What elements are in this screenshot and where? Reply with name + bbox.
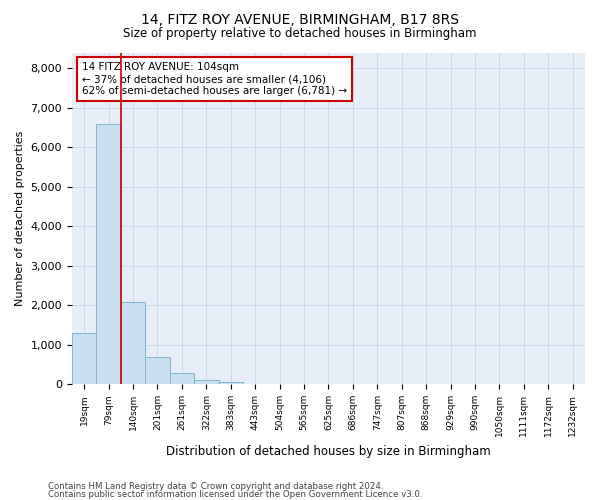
Bar [170, 373, 194, 384]
X-axis label: Distribution of detached houses by size in Birmingham: Distribution of detached houses by size … [166, 444, 491, 458]
Bar [97, 124, 121, 384]
Bar [218, 382, 243, 384]
Bar [121, 302, 145, 384]
Bar [145, 356, 170, 384]
Bar [194, 380, 218, 384]
Text: Contains public sector information licensed under the Open Government Licence v3: Contains public sector information licen… [48, 490, 422, 499]
Y-axis label: Number of detached properties: Number of detached properties [15, 130, 25, 306]
Text: Size of property relative to detached houses in Birmingham: Size of property relative to detached ho… [123, 28, 477, 40]
Text: 14 FITZ ROY AVENUE: 104sqm
← 37% of detached houses are smaller (4,106)
62% of s: 14 FITZ ROY AVENUE: 104sqm ← 37% of deta… [82, 62, 347, 96]
Bar [72, 333, 97, 384]
Text: Contains HM Land Registry data © Crown copyright and database right 2024.: Contains HM Land Registry data © Crown c… [48, 482, 383, 491]
Text: 14, FITZ ROY AVENUE, BIRMINGHAM, B17 8RS: 14, FITZ ROY AVENUE, BIRMINGHAM, B17 8RS [141, 12, 459, 26]
